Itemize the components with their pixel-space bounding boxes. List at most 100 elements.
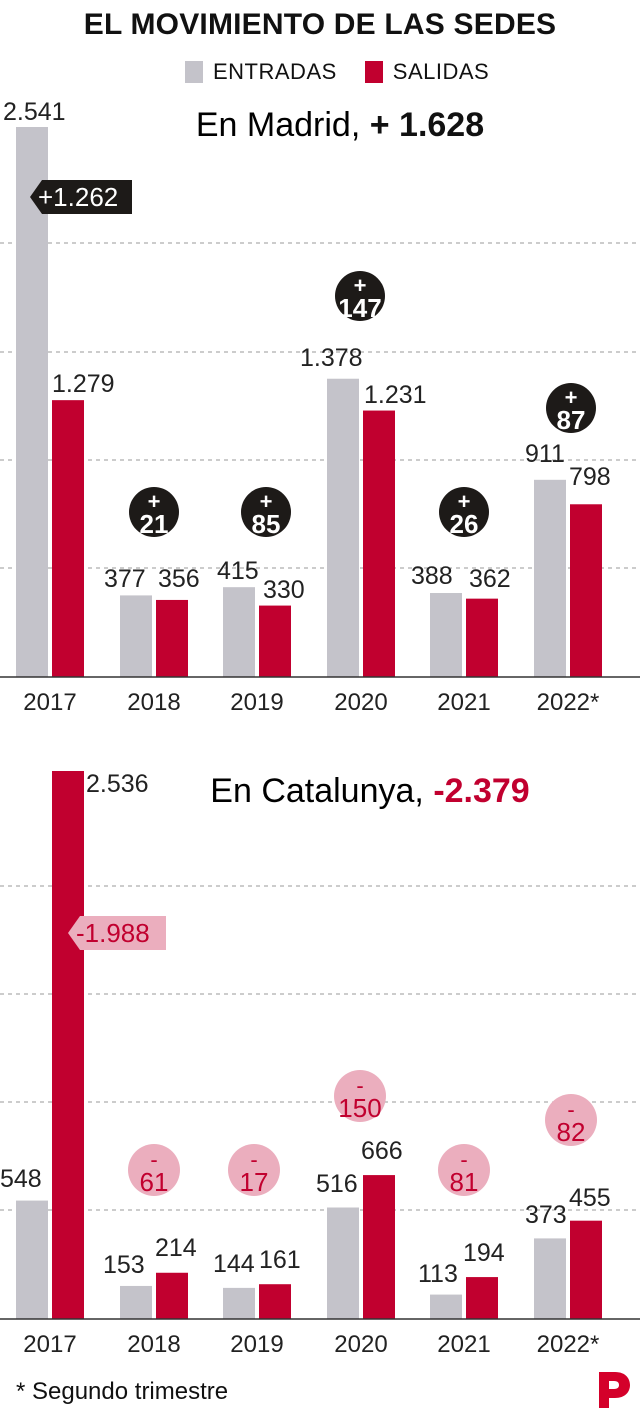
madrid-value-label: 911 <box>525 440 565 468</box>
legend: ENTRADAS SALIDAS <box>185 58 517 86</box>
madrid-balance-badge: +21 <box>129 487 179 539</box>
catalunya-balance-badge-circle <box>438 1144 490 1196</box>
madrid-tick-label: 2018 <box>127 689 180 716</box>
catalunya-bar-salidas-2020 <box>363 1175 395 1319</box>
madrid-balance-badge-text: +26 <box>450 489 479 539</box>
catalunya-balance-number: 81 <box>450 1167 479 1197</box>
catalunya-tick-label: 2017 <box>23 1331 76 1358</box>
catalunya-value-label: 548 <box>0 1165 42 1193</box>
madrid-balance-number: 21 <box>140 509 169 539</box>
catalunya-tick-label: 2019 <box>230 1331 283 1358</box>
madrid-bar-entradas-2019 <box>223 587 255 677</box>
catalunya-balance-badge: -17 <box>228 1144 280 1197</box>
catalunya-tick-label: 2020 <box>334 1331 387 1358</box>
catalunya-value-label: 214 <box>155 1234 197 1262</box>
catalunya-value-label: 194 <box>463 1239 505 1267</box>
catalunya-bar-entradas-2022 <box>534 1238 566 1319</box>
catalunya-balance-number: 150 <box>338 1093 381 1123</box>
catalunya-balance-badge-circle <box>228 1144 280 1196</box>
madrid-value-label: 362 <box>469 565 511 593</box>
madrid-bar-salidas-2019 <box>259 605 291 677</box>
catalunya-balance-number: 61 <box>140 1167 169 1197</box>
catalunya-value-label: 516 <box>316 1170 358 1198</box>
catalunya-balance-sign: - <box>150 1147 157 1172</box>
madrid-balance-flag: +1.262 <box>30 180 132 214</box>
catalunya-balance-badge: -82 <box>545 1094 597 1147</box>
madrid-value-label: 377 <box>104 565 146 593</box>
madrid-balance-sign: + <box>354 273 367 298</box>
catalunya-value-label: 455 <box>569 1184 611 1212</box>
catalunya-bar-chart: En Catalunya, -2.379 548 2.536 153 214 144 161… <box>0 770 640 1358</box>
catalunya-bar-entradas-2020 <box>327 1207 359 1319</box>
catalunya-tick-label: 2021 <box>437 1331 490 1358</box>
catalunya-value-label: 373 <box>525 1201 567 1229</box>
catalunya-bar-salidas-2019 <box>259 1284 291 1319</box>
catalunya-title-value: -2.379 <box>433 772 529 810</box>
catalunya-balance-flag-shape <box>68 916 166 950</box>
catalunya-balance-sign: - <box>460 1147 467 1172</box>
legend-swatch-salidas <box>364 61 383 83</box>
madrid-bar-entradas-2020 <box>327 378 359 677</box>
madrid-value-label: 1.231 <box>364 381 427 409</box>
madrid-bar-salidas-2017 <box>52 400 84 677</box>
madrid-balance-badge-text: +85 <box>252 489 281 539</box>
madrid-bar-salidas-2021 <box>466 598 498 677</box>
catalunya-balance-sign: - <box>356 1073 363 1098</box>
catalunya-balance-sign: - <box>567 1097 574 1122</box>
legend-label-salidas: SALIDAS <box>392 59 490 84</box>
catalunya-bar-salidas-2022 <box>570 1220 602 1319</box>
catalunya-bar-entradas-2021 <box>430 1294 462 1319</box>
madrid-balance-badge: +26 <box>439 487 489 539</box>
madrid-balance-badge-circle <box>335 271 385 321</box>
chart-main-title: EL MOVIMIENTO DE LAS SEDES <box>83 8 557 41</box>
catalunya-value-label: 161 <box>259 1246 301 1274</box>
footnote: * Segundo trimestre <box>16 1378 229 1405</box>
madrid-value-label: 330 <box>263 576 305 604</box>
catalunya-balance-badge: -61 <box>128 1144 180 1197</box>
catalunya-value-label: 666 <box>361 1137 403 1165</box>
madrid-bar-entradas-2017 <box>16 127 48 677</box>
catalunya-value-label: 113 <box>418 1260 458 1288</box>
catalunya-bar-entradas-2017 <box>16 1200 48 1319</box>
madrid-value-label: 1.378 <box>300 344 363 372</box>
legend-swatch-entradas <box>185 61 203 83</box>
catalunya-balance-badge-text: -17 <box>240 1147 269 1197</box>
madrid-balance-badge-text: +147 <box>338 273 381 323</box>
madrid-value-label: 2.541 <box>3 98 66 126</box>
madrid-value-label: 388 <box>411 562 453 590</box>
madrid-balance-number: 87 <box>557 405 586 435</box>
madrid-chart-title: En Madrid, + 1.628 <box>196 106 484 144</box>
madrid-balance-badge-circle <box>241 487 291 537</box>
madrid-balance-sign: + <box>458 489 471 514</box>
catalunya-balance-badge-text: -81 <box>450 1147 479 1197</box>
catalunya-balance-badge-text: -82 <box>557 1097 586 1147</box>
madrid-balance-sign: + <box>148 489 161 514</box>
madrid-balance-badge: +85 <box>241 487 291 539</box>
madrid-balance-number: 85 <box>252 509 281 539</box>
catalunya-balance-flag: -1.988 <box>68 916 166 950</box>
catalunya-value-label: 144 <box>213 1250 255 1278</box>
madrid-balance-badge-circle <box>546 383 596 433</box>
catalunya-bar-entradas-2019 <box>223 1287 255 1319</box>
catalunya-value-label: 2.536 <box>86 770 149 798</box>
catalunya-value-label: 153 <box>103 1251 145 1279</box>
catalunya-balance-badge: -81 <box>438 1144 490 1197</box>
madrid-balance-badge-text: +21 <box>140 489 169 539</box>
legend-item-entradas: ENTRADAS <box>185 59 337 85</box>
madrid-balance-flag-shape <box>30 180 132 214</box>
catalunya-balance-badge-circle <box>128 1144 180 1196</box>
publisher-logo <box>599 1372 630 1408</box>
catalunya-tick-label: 2022* <box>537 1331 600 1358</box>
madrid-bar-entradas-2021 <box>430 593 462 677</box>
madrid-tick-label: 2017 <box>23 689 76 716</box>
catalunya-balance-badge-text: -150 <box>338 1073 381 1123</box>
legend-label-entradas: ENTRADAS <box>213 59 337 84</box>
madrid-bar-entradas-2022 <box>534 479 566 677</box>
madrid-balance-sign: + <box>565 385 578 410</box>
catalunya-balance-sign: - <box>250 1147 257 1172</box>
madrid-tick-label: 2021 <box>437 689 490 716</box>
madrid-balance-badge-circle <box>129 487 179 537</box>
catalunya-balance-flag-text: -1.988 <box>76 918 150 948</box>
madrid-bar-entradas-2018 <box>120 595 152 677</box>
madrid-bar-salidas-2018 <box>156 599 188 677</box>
